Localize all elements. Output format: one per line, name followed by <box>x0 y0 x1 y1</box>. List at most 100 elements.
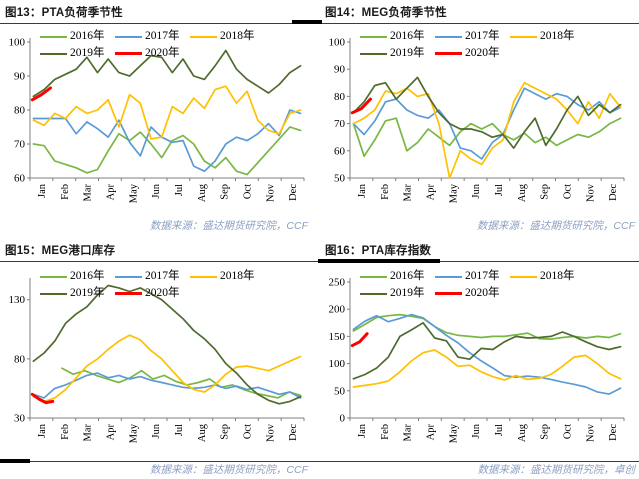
svg-text:Nov: Nov <box>585 183 596 202</box>
svg-text:Dec: Dec <box>288 184 299 201</box>
legend-item-2016: 2016年 <box>40 268 115 285</box>
legend-label: 2018年 <box>540 30 575 42</box>
legend-label: 2018年 <box>540 270 575 282</box>
svg-text:May: May <box>128 423 139 443</box>
svg-text:Jun: Jun <box>151 183 162 198</box>
svg-text:Apr: Apr <box>425 184 436 201</box>
svg-text:Jun: Jun <box>471 423 482 438</box>
legend-item-2016: 2016年 <box>40 28 115 45</box>
svg-text:Nov: Nov <box>585 423 596 442</box>
legend-item-2019: 2019年 <box>360 285 435 302</box>
chart-panel-16: 图16：PTA库存指数 2016年 2017年 2018年 2019年 2020年 0 5… <box>320 238 639 479</box>
legend-item-2017: 2017年 <box>435 28 510 45</box>
chart-13: 2016年 2017年 2018年 2019年 2020年 60 70 80 90 100 Jan… <box>0 28 312 216</box>
svg-text:Apr: Apr <box>105 424 116 441</box>
svg-text:Sep: Sep <box>220 424 231 440</box>
svg-text:Aug: Aug <box>197 183 208 202</box>
svg-text:90: 90 <box>334 64 346 76</box>
chart-plot: 60 70 80 90 100 Jan Feb Mar Apr May Jun Jul Aug Sep Oc… <box>9 37 305 203</box>
svg-text:Mar: Mar <box>403 184 414 202</box>
svg-text:150: 150 <box>329 331 346 343</box>
svg-text:Apr: Apr <box>425 424 436 441</box>
chart-title-15: 图15：MEG港口库存 <box>5 245 116 257</box>
svg-text:Jan: Jan <box>357 183 368 198</box>
legend-label: 2016年 <box>70 270 105 282</box>
legend-item-2017: 2017年 <box>435 268 510 285</box>
chart-14-legend: 2016年 2017年 2018年 2019年 2020年 <box>360 28 596 62</box>
divider-bottom <box>0 461 639 462</box>
svg-text:80: 80 <box>14 105 26 117</box>
legend-label: 2019年 <box>390 47 425 59</box>
chart-14: 2016年 2017年 2018年 2019年 2020年 50 60 70 80 90 100 J… <box>320 28 632 216</box>
svg-text:60: 60 <box>334 145 346 157</box>
svg-text:Jan: Jan <box>357 423 368 438</box>
legend-line-swatch <box>190 35 217 38</box>
svg-text:Dec: Dec <box>608 424 619 441</box>
legend-line-swatch <box>435 35 462 38</box>
svg-text:Dec: Dec <box>288 424 299 441</box>
chart-15: 2016年 2017年 2018年 2019年 2020年 30 80 130 Jan Feb M… <box>0 268 312 456</box>
svg-text:50: 50 <box>334 173 346 185</box>
svg-text:30: 30 <box>14 413 26 425</box>
svg-text:Jul: Jul <box>494 424 505 436</box>
chart-13-legend: 2016年 2017年 2018年 2019年 2020年 <box>40 28 276 62</box>
legend-item-2020: 2020年 <box>435 285 510 302</box>
legend-label: 2020年 <box>465 287 500 299</box>
svg-text:Nov: Nov <box>265 423 276 442</box>
svg-text:50: 50 <box>334 385 346 397</box>
legend-line-swatch <box>115 292 142 295</box>
svg-text:Oct: Oct <box>562 184 573 199</box>
divider-bottom-thick <box>0 459 30 463</box>
legend-item-2019: 2019年 <box>40 45 115 62</box>
svg-text:Oct: Oct <box>242 424 253 439</box>
svg-text:Sep: Sep <box>540 184 551 200</box>
svg-text:Nov: Nov <box>265 183 276 202</box>
svg-text:Jun: Jun <box>471 183 482 198</box>
legend-line-swatch <box>40 292 67 295</box>
svg-text:Jul: Jul <box>174 184 185 196</box>
legend-item-2017: 2017年 <box>115 268 190 285</box>
legend-item-2017: 2017年 <box>115 28 190 45</box>
svg-text:Dec: Dec <box>608 184 619 201</box>
svg-text:Aug: Aug <box>197 423 208 442</box>
legend-line-swatch <box>40 35 67 38</box>
svg-text:130: 130 <box>9 294 26 306</box>
svg-text:Feb: Feb <box>60 184 71 200</box>
legend-line-swatch <box>40 52 67 55</box>
legend-item-2020: 2020年 <box>435 45 510 62</box>
legend-line-swatch <box>435 292 462 295</box>
legend-line-swatch <box>115 52 142 55</box>
chart-plot: 0 50 100 150 200 250 Jan Feb Mar Apr May Jun Jul Aug S… <box>329 277 625 443</box>
svg-text:Feb: Feb <box>380 184 391 200</box>
legend-line-swatch <box>360 52 387 55</box>
legend-line-swatch <box>435 52 462 55</box>
legend-label: 2020年 <box>465 47 500 59</box>
svg-text:100: 100 <box>9 37 26 49</box>
svg-text:Feb: Feb <box>60 424 71 440</box>
svg-text:250: 250 <box>329 277 346 289</box>
chart-title-16: 图16：PTA库存指数 <box>325 245 432 257</box>
svg-text:May: May <box>128 183 139 203</box>
svg-text:70: 70 <box>14 139 26 151</box>
legend-line-swatch <box>115 35 142 38</box>
chart-title-13: 图13：PTA负荷季节性 <box>5 7 123 19</box>
legend-line-swatch <box>510 275 537 278</box>
svg-text:Sep: Sep <box>220 184 231 200</box>
legend-label: 2020年 <box>145 47 180 59</box>
legend-line-swatch <box>115 275 142 278</box>
legend-item-2019: 2019年 <box>360 45 435 62</box>
divider-top-thick <box>292 20 322 24</box>
svg-text:Jan: Jan <box>37 183 48 198</box>
svg-text:Mar: Mar <box>83 424 94 442</box>
legend-label: 2016年 <box>70 30 105 42</box>
legend-item-2018: 2018年 <box>510 28 585 45</box>
svg-text:Apr: Apr <box>105 184 116 201</box>
legend-item-2018: 2018年 <box>510 268 585 285</box>
svg-text:100: 100 <box>329 37 346 49</box>
legend-line-swatch <box>190 275 217 278</box>
legend-item-2020: 2020年 <box>115 45 190 62</box>
svg-text:Mar: Mar <box>403 424 414 442</box>
legend-label: 2019年 <box>70 287 105 299</box>
svg-text:60: 60 <box>14 173 26 185</box>
legend-item-2018: 2018年 <box>190 28 265 45</box>
